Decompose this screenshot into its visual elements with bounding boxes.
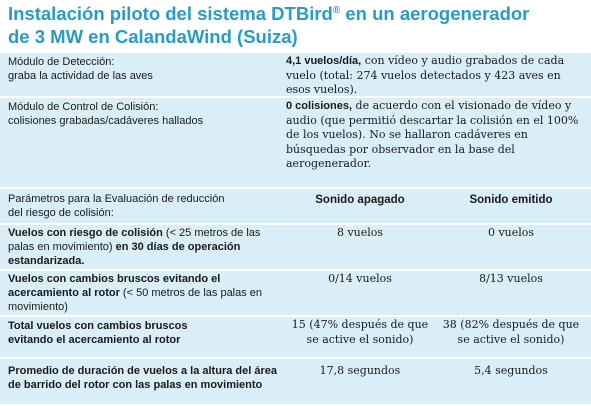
duration-label: Promedio de duración de vuelos a la altu… <box>8 365 277 391</box>
table-row-parameters: Parámetros para la Evaluación de reducci… <box>0 189 591 223</box>
table-row-detection: Módulo de Detección: graba la actividad … <box>0 53 591 96</box>
duration-sound-on: 5,4 segundos <box>474 364 548 377</box>
column-header-sound-off: Sonido apagado <box>315 194 405 206</box>
risk-flights-sound-off: 8 vuelos <box>336 226 384 239</box>
row-divider <box>0 187 591 189</box>
abrupt-changes-sound-on: 8/13 vuelos <box>479 272 543 285</box>
parameters-label: Parámetros para la Evaluación de reducci… <box>8 193 225 219</box>
collision-control-value: 0 colisiones, de acuerdo con el visionad… <box>286 99 579 170</box>
table-row-abrupt-changes: Vuelos con cambios bruscos evitando el a… <box>0 271 591 315</box>
duration-sound-off: 17,8 segundos <box>319 364 401 377</box>
results-table: Módulo de Detección: graba la actividad … <box>0 53 591 406</box>
table-row-risk-flights: Vuelos con riesgo de colisión (< 25 metr… <box>0 225 591 269</box>
detection-value: 4,1 vuelos/día, con vídeo y audio grabad… <box>286 54 565 96</box>
table-row-total-abrupt: Total vuelos con cambios bruscos evitand… <box>0 317 591 357</box>
column-header-sound-on: Sonido emitido <box>469 194 553 206</box>
collision-control-label: Módulo de Control de Colisión: colisione… <box>8 101 204 127</box>
risk-flights-label: Vuelos con riesgo de colisión (< 25 metr… <box>8 227 261 267</box>
registered-mark: ® <box>332 5 341 16</box>
table-row-duration: Promedio de duración de vuelos a la altu… <box>0 359 591 404</box>
total-abrupt-sound-on: 38 (82% después de que se active el soni… <box>442 318 580 346</box>
risk-flights-sound-on: 0 vuelos <box>487 226 535 239</box>
table-row-collision-control: Módulo de Control de Colisión: colisione… <box>0 98 591 187</box>
title-line-2: de 3 MW en CalandaWind (Suiza) <box>8 26 298 47</box>
title-line-1: Instalación piloto del sistema DTBird® e… <box>8 3 530 24</box>
abrupt-changes-label: Vuelos con cambios bruscos evitando el a… <box>8 273 263 313</box>
total-abrupt-sound-off: 15 (47% después de que se active el soni… <box>291 318 429 346</box>
row-divider <box>0 315 591 317</box>
row-divider <box>0 96 591 98</box>
detection-label: Módulo de Detección: graba la actividad … <box>8 56 153 82</box>
page-title: Instalación piloto del sistema DTBird® e… <box>8 2 583 48</box>
row-divider <box>0 269 591 271</box>
abrupt-changes-sound-off: 0/14 vuelos <box>328 272 392 285</box>
total-abrupt-label: Total vuelos con cambios bruscos evitand… <box>8 320 188 346</box>
row-divider <box>0 357 591 359</box>
row-divider <box>0 223 591 225</box>
